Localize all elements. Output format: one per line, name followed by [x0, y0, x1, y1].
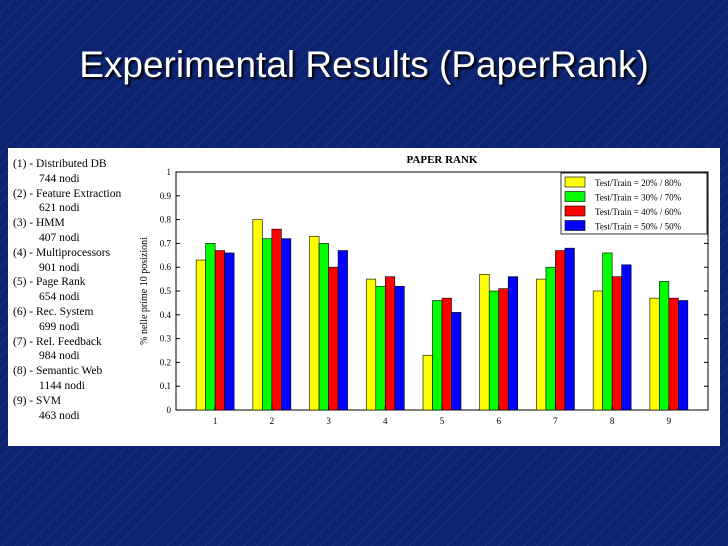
- x-tick-label: 3: [326, 416, 331, 426]
- bar: [621, 264, 632, 411]
- bar: [214, 250, 225, 411]
- x-tick-label: 9: [667, 416, 672, 426]
- bar: [375, 285, 386, 411]
- bar: [309, 235, 320, 411]
- bar: [281, 238, 292, 411]
- bar: [262, 238, 273, 411]
- legend-label: Test/Train = 50% / 50%: [595, 222, 682, 232]
- legend-swatch: [564, 176, 586, 188]
- bar: [649, 297, 660, 411]
- y-tick-label: 0.1: [160, 381, 171, 391]
- y-tick-label: 0.5: [160, 286, 172, 296]
- bar: [536, 278, 547, 411]
- dataset-node-count: 699 nodi: [39, 320, 80, 333]
- bar: [451, 312, 462, 411]
- bar: [441, 297, 452, 411]
- bar: [195, 259, 206, 411]
- x-tick-label: 8: [610, 416, 615, 426]
- dataset-node-count: 654 nodi: [39, 291, 80, 304]
- dataset-label: (7) - Rel. Feedback: [13, 335, 102, 348]
- dataset-node-count: 984 nodi: [39, 350, 80, 363]
- bar: [611, 276, 622, 411]
- legend-label: Test/Train = 30% / 70%: [595, 193, 682, 203]
- x-tick-label: 7: [553, 416, 558, 426]
- chart-panel: (1) - Distributed DB 744 nodi (2) - Featur…: [8, 148, 720, 446]
- x-tick-label: 2: [270, 416, 275, 426]
- bar: [271, 228, 282, 411]
- bar: [205, 243, 216, 411]
- y-tick-label: 1: [167, 167, 172, 177]
- bar: [507, 276, 519, 411]
- legend-label: Test/Train = 20% / 80%: [595, 178, 682, 188]
- y-tick-label: 0: [167, 405, 172, 415]
- y-tick-label: 0.3: [160, 334, 172, 344]
- dataset-list: (1) - Distributed DB 744 nodi (2) - Featur…: [13, 157, 153, 423]
- legend-box: [560, 172, 708, 235]
- y-tick-label: 0.6: [160, 262, 172, 272]
- dataset-label: (6) - Rec. System: [13, 305, 94, 318]
- slide-title: Experimental Results (PaperRank): [79, 44, 649, 85]
- dataset-label: (1) - Distributed DB: [13, 158, 107, 170]
- bar: [422, 354, 433, 411]
- bar: [252, 219, 263, 411]
- bar: [545, 266, 556, 411]
- x-tick-label: 6: [496, 416, 501, 426]
- legend-swatch: [564, 220, 586, 231]
- bar: [328, 266, 339, 411]
- y-axis-label: % nelle prime 10 posizioni: [139, 237, 150, 345]
- bar: [384, 276, 396, 411]
- bar: [678, 300, 689, 411]
- bar: [602, 252, 613, 411]
- dataset-label: (2) - Feature Extraction: [13, 187, 122, 200]
- dataset-label: (8) - Semantic Web: [13, 365, 103, 378]
- bar: [555, 250, 566, 411]
- y-tick-label: 0.8: [160, 215, 172, 225]
- bar: [394, 285, 405, 411]
- y-tick-label: 0.7: [160, 238, 172, 248]
- x-tick-label: 1: [213, 416, 218, 426]
- y-tick-label: 0.9: [160, 191, 172, 201]
- dataset-node-count: 901 nodi: [39, 261, 80, 274]
- y-tick-label: 0.4: [160, 310, 172, 320]
- y-tick-label: 0.2: [160, 357, 171, 367]
- bar: [432, 300, 443, 411]
- chart-title: PAPER RANK: [407, 154, 478, 166]
- bar: [659, 281, 670, 411]
- bar: [592, 290, 603, 411]
- bar: [318, 243, 329, 411]
- x-tick-label: 4: [383, 416, 388, 426]
- x-tick-label: 5: [440, 416, 445, 426]
- legend-label: Test/Train = 40% / 60%: [595, 207, 682, 217]
- dataset-label: (4) - Multiprocessors: [13, 246, 111, 259]
- bar: [498, 288, 509, 411]
- dataset-label: (5) - Page Rank: [13, 276, 86, 289]
- bar: [365, 278, 377, 411]
- dataset-node-count: 463 nodi: [39, 409, 80, 422]
- bar: [479, 274, 490, 411]
- dataset-node-count: 744 nodi: [39, 172, 80, 185]
- dataset-label: (9) - SVM: [13, 394, 61, 407]
- bar: [337, 250, 348, 411]
- dataset-node-count: 1144 nodi: [39, 379, 85, 392]
- legend-swatch: [564, 191, 586, 202]
- bar: [564, 247, 575, 411]
- legend-swatch: [564, 205, 586, 217]
- dataset-node-count: 407 nodi: [39, 231, 80, 244]
- bar: [488, 290, 500, 411]
- bar-chart: PAPER RANK % nelle prime 10 posizioni 0 0.1…: [139, 154, 709, 426]
- dataset-label: (3) - HMM: [13, 217, 65, 230]
- bar: [668, 297, 679, 411]
- dataset-node-count: 621 nodi: [39, 202, 80, 215]
- bar: [224, 252, 235, 411]
